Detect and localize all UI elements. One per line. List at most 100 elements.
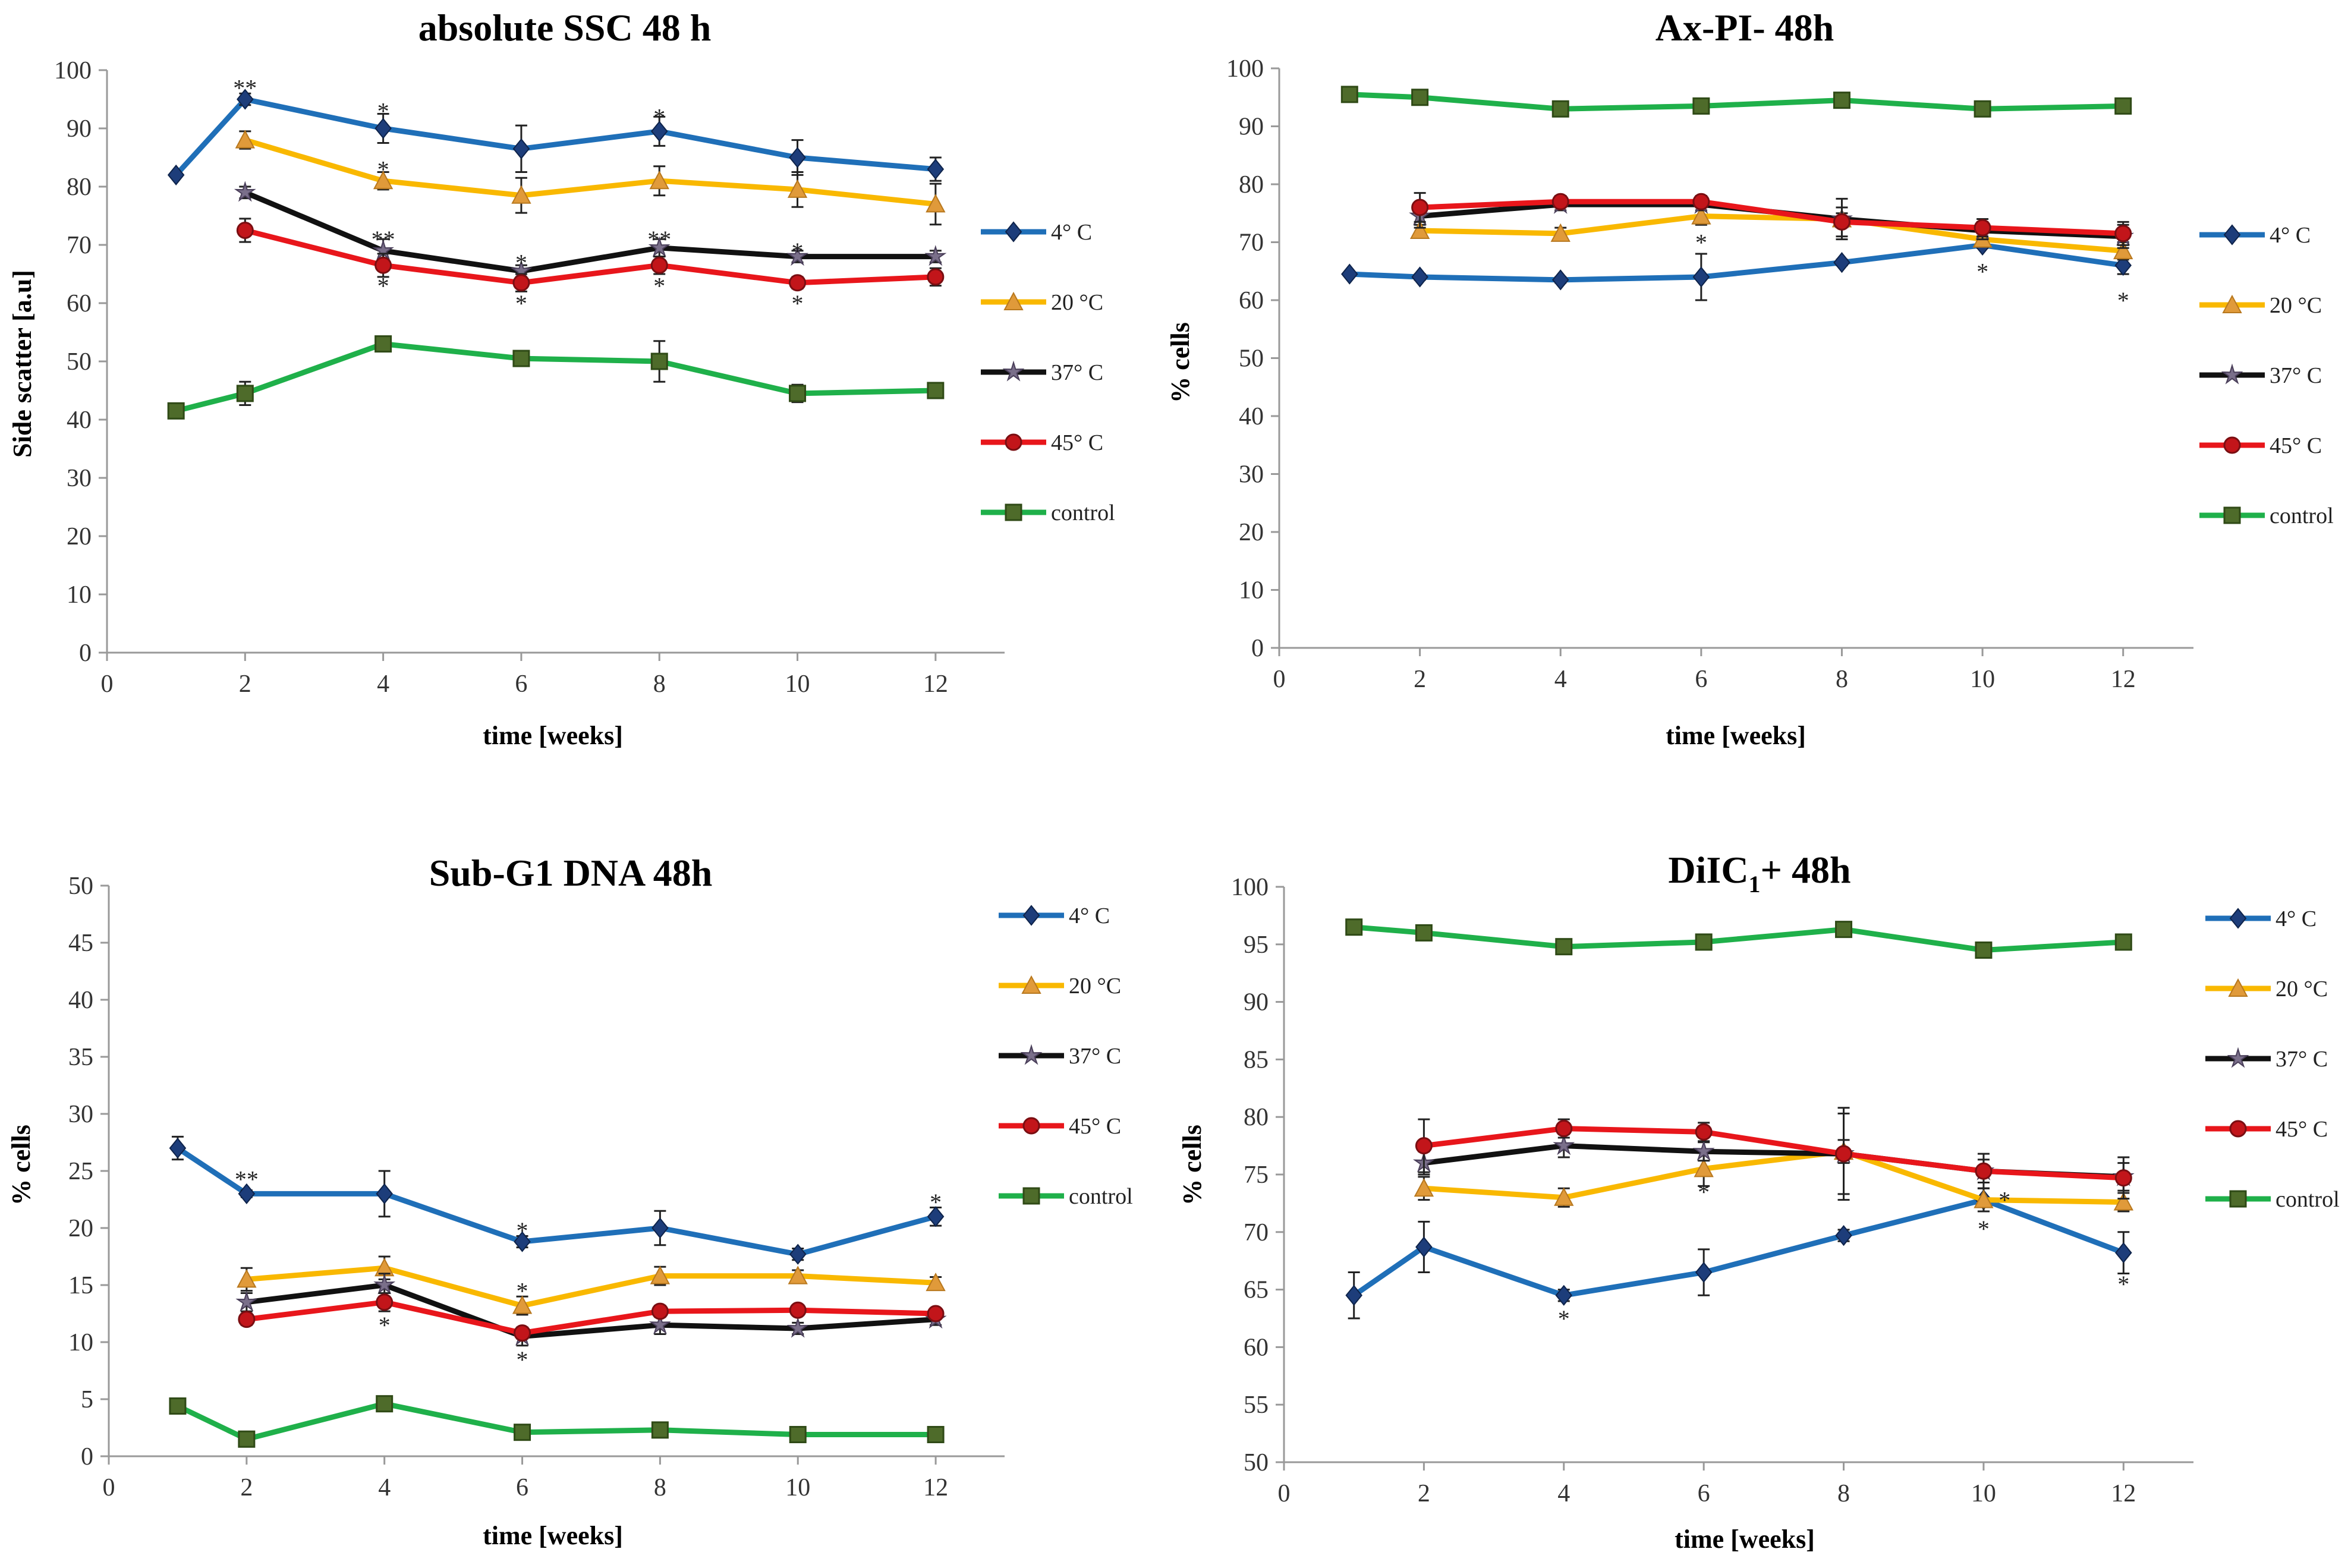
series-37-c [234,181,947,281]
legend-label: 45° C [2270,433,2322,458]
data-point [926,1273,946,1292]
x-tick-label: 10 [785,670,810,698]
y-axis-label: % cells [7,1125,36,1205]
series-line [1420,213,2124,254]
legend-label: 20 °C [2270,293,2322,318]
data-point [926,194,946,213]
significance-mark: * [515,290,527,317]
legend-label: control [1069,1184,1133,1209]
data-point [1411,199,1429,216]
significance-mark: * [517,1278,528,1305]
y-tick-label: 80 [1244,1104,1269,1131]
significance-mark: * [792,290,804,317]
data-point [1691,206,1711,225]
significance-mark: * [1998,1187,2010,1214]
legend-label: 45° C [2276,1117,2328,1142]
data-point [1555,1120,1573,1138]
y-tick-label: 10 [68,1329,93,1356]
data-point [169,1138,187,1159]
series-control [167,335,945,420]
significance-mark: * [1978,1216,1990,1242]
data-point [1695,933,1713,951]
data-point [648,236,671,257]
significance-mark: * [1698,1179,1710,1205]
chart-ssc: absolute SSC 48 h time [weeks] Side scat… [8,7,1115,750]
data-point [927,159,945,180]
data-point [1409,220,1430,239]
data-point [1555,1284,1573,1306]
data-point [167,164,185,185]
y-axis-label: Side scatter [a.u] [8,270,37,458]
data-point [514,1424,531,1441]
data-point [512,138,530,159]
data-point [238,1311,256,1328]
x-tick-label: 4 [378,1474,391,1501]
data-point [651,1302,669,1320]
data-point [1415,1137,1433,1155]
significance-mark: * [515,249,527,276]
significance-mark: * [1977,258,1988,285]
data-point [2114,225,2132,243]
series-line [246,1299,936,1336]
x-tick-label: 4 [1554,666,1567,693]
legend-marker [1020,1044,1043,1065]
legend-marker [1022,905,1040,926]
data-point [2114,933,2132,951]
legend-marker [1021,975,1041,994]
data-point [374,335,392,353]
data-point [1551,269,1569,291]
legend-marker [1022,1187,1040,1205]
significance-mark: * [377,156,389,183]
y-tick-label: 5 [81,1386,93,1413]
data-point [1345,918,1363,936]
x-tick-label: 0 [1278,1480,1291,1507]
data-point [234,181,256,202]
significance-mark: ** [647,226,671,253]
y-tick-label: 75 [1244,1161,1269,1189]
legend-label: 45° C [1051,430,1103,455]
data-point [1974,219,1991,237]
y-tick-label: 50 [1239,345,1264,373]
legend-marker [1005,433,1022,451]
x-tick-label: 2 [1414,666,1426,693]
y-tick-label: 60 [1244,1334,1269,1361]
data-point [1553,1134,1575,1155]
chart-subg1: Sub-G1 DNA 48h time [weeks] % cells 0 5 10… [7,852,1133,1550]
legend-label: 20 °C [1051,290,1103,315]
data-point [1695,1261,1713,1283]
significance-mark: * [2117,1271,2129,1298]
data-point [787,179,808,198]
data-point [1411,266,1428,288]
data-point [2114,254,2132,276]
significance-mark: * [2117,287,2129,314]
data-point [1835,1225,1852,1246]
x-tick-label: 6 [515,670,527,698]
legend-marker [2228,978,2248,997]
data-point [1695,1123,1713,1141]
data-point [237,89,254,110]
legend-label: control [2270,503,2334,528]
data-point [374,118,392,139]
x-tick-label: 0 [101,670,114,698]
legend-marker [2229,1190,2247,1208]
data-point [376,1183,393,1204]
x-axis-label: time [weeks] [1666,721,1806,750]
series-line [246,1282,936,1339]
chart-title: Ax-PI- 48h [1656,7,1834,49]
y-tick-label: 80 [1239,171,1264,199]
data-point [1345,1284,1362,1306]
data-point [789,385,807,402]
series-line [244,190,936,274]
series-control [1345,918,2132,959]
legend-label: control [2276,1187,2340,1212]
y-tick-label: 100 [54,57,92,84]
data-point [649,171,669,190]
y-tick-label: 45 [68,930,93,957]
data-point [650,121,668,142]
data-point [650,256,668,274]
data-point [1551,100,1569,118]
x-tick-label: 2 [1418,1480,1430,1507]
series-45-c [1415,1107,2132,1201]
y-tick-label: 50 [68,873,93,900]
